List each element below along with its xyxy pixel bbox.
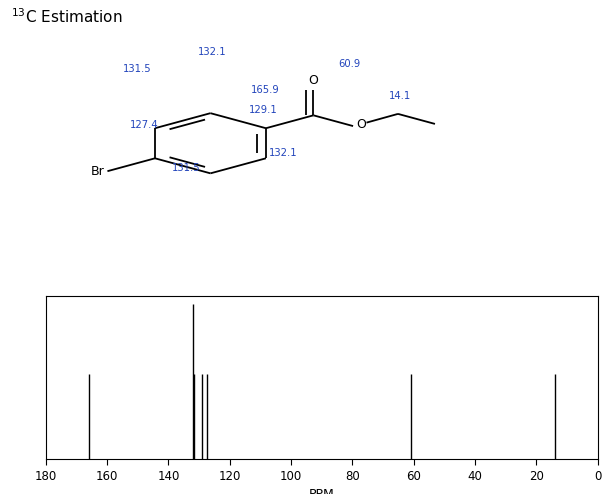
Text: 165.9: 165.9: [251, 85, 280, 95]
Text: 127.4: 127.4: [131, 120, 159, 129]
Text: 132.1: 132.1: [270, 148, 298, 158]
X-axis label: PPM: PPM: [309, 489, 335, 494]
Text: O: O: [356, 118, 366, 131]
Text: 14.1: 14.1: [389, 91, 411, 101]
Text: 60.9: 60.9: [338, 59, 360, 70]
Text: 131.5: 131.5: [123, 64, 151, 74]
Text: Br: Br: [91, 165, 104, 178]
Text: 132.1: 132.1: [198, 46, 226, 57]
Text: 129.1: 129.1: [249, 105, 278, 115]
Text: $^{13}$C Estimation: $^{13}$C Estimation: [11, 7, 123, 26]
Text: 131.5: 131.5: [172, 163, 200, 172]
Text: O: O: [309, 74, 318, 86]
